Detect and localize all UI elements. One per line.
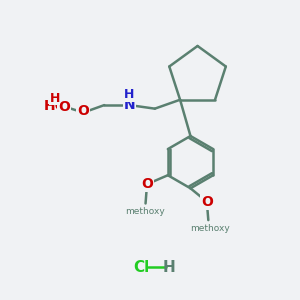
Text: Cl: Cl: [133, 260, 149, 275]
Text: O: O: [201, 195, 213, 209]
Text: H: H: [163, 260, 176, 275]
Text: N: N: [124, 98, 135, 112]
Text: methoxy: methoxy: [125, 207, 165, 216]
Text: O: O: [58, 100, 70, 114]
Text: O: O: [141, 177, 153, 191]
Text: H: H: [50, 92, 60, 105]
Text: methoxy: methoxy: [190, 224, 230, 233]
Text: HO: HO: [44, 99, 68, 113]
Text: H: H: [124, 88, 135, 101]
Text: O: O: [77, 104, 89, 118]
